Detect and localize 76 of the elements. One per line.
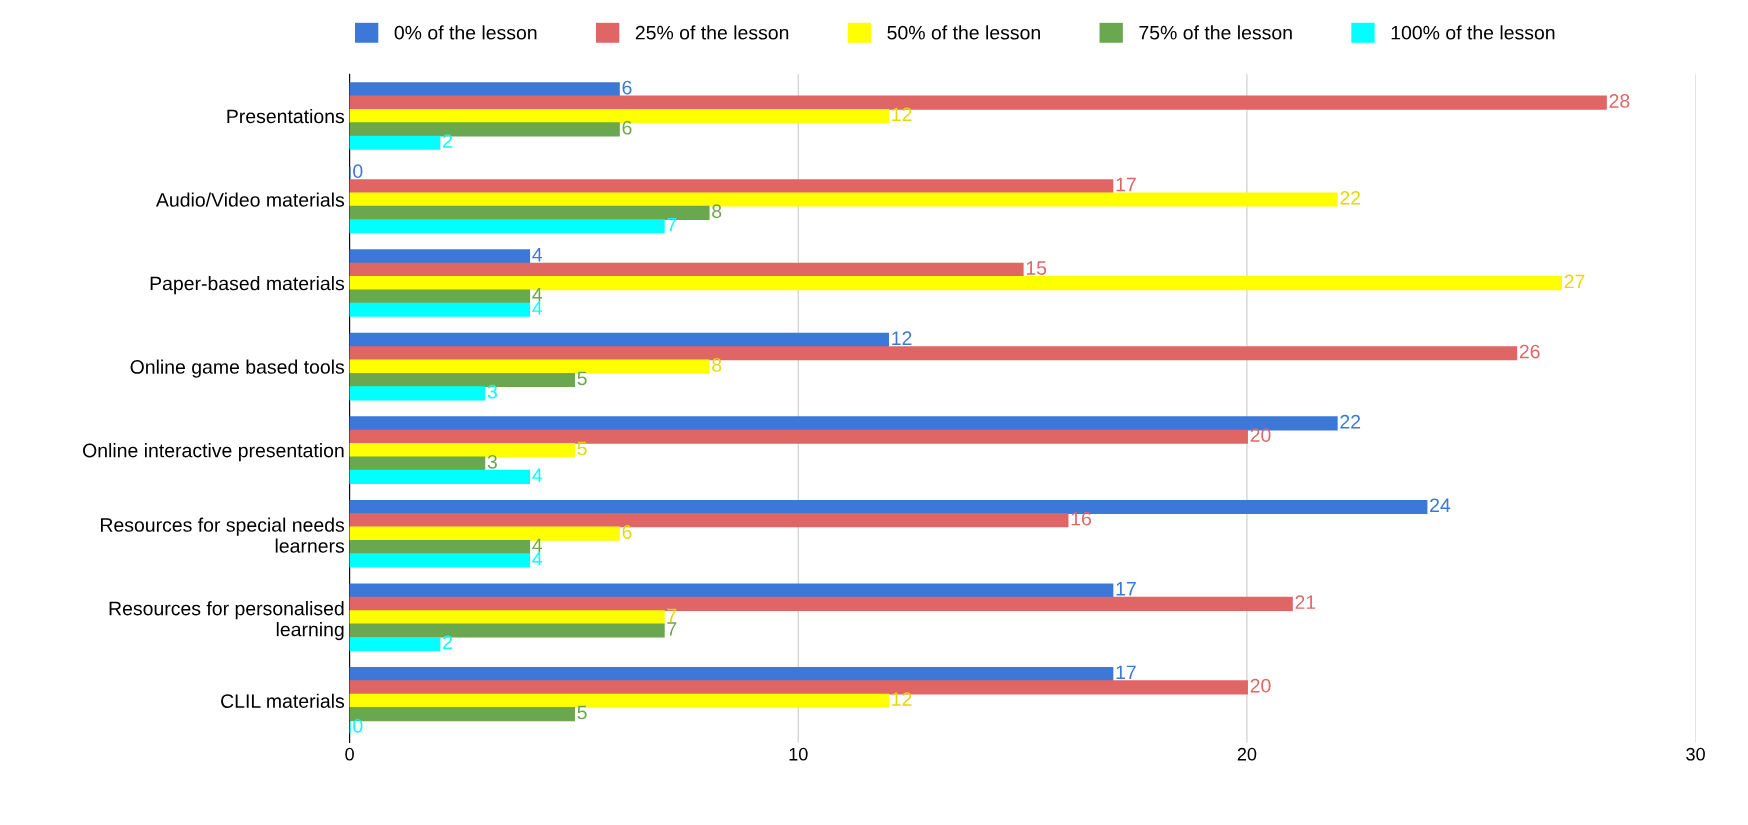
bar: [349, 289, 531, 304]
data-label: 6: [622, 120, 632, 135]
bar: [349, 553, 531, 568]
data-label: 2: [443, 635, 452, 649]
bar: [349, 302, 531, 317]
bar: [349, 219, 665, 234]
bar: [349, 583, 1114, 598]
data-label: 4: [532, 468, 543, 482]
data-label: 12: [892, 107, 912, 122]
x-tick-label: 10: [789, 747, 808, 761]
data-label: 22: [1340, 414, 1361, 429]
data-label: 16: [1071, 511, 1091, 526]
bar: [349, 469, 531, 484]
data-label: 17: [1116, 177, 1136, 192]
legend-label: 25% of the lesson: [635, 25, 789, 40]
bar: [349, 456, 486, 471]
data-label: 20: [1250, 678, 1271, 693]
y-tick-label: Resources for special needs learners: [101, 517, 345, 553]
data-label: 21: [1295, 595, 1316, 609]
y-tick-label: Paper-based materials: [150, 276, 345, 295]
data-label: 3: [487, 384, 497, 399]
data-label: 22: [1340, 191, 1361, 205]
legend-label: 50% of the lesson: [887, 25, 1040, 40]
data-label: 0: [353, 164, 363, 179]
data-label: 2: [443, 134, 452, 148]
legend-label: 75% of the lesson: [1139, 25, 1292, 40]
data-label: 6: [622, 80, 632, 95]
data-label: 17: [1116, 582, 1136, 596]
bar: [349, 179, 1114, 194]
data-label: 4: [532, 288, 543, 302]
data-label: 26: [1519, 344, 1540, 359]
data-label: 4: [532, 301, 543, 315]
legend-label: 100% of the lesson: [1391, 25, 1555, 40]
y-tick-label: CLIL materials: [221, 693, 345, 708]
data-label: 3: [487, 454, 497, 469]
data-label: 8: [712, 204, 722, 219]
bar: [349, 262, 1024, 277]
bar: [349, 610, 665, 625]
data-label: 12: [892, 692, 912, 706]
data-label: 7: [667, 608, 677, 623]
data-label: 4: [532, 552, 543, 566]
data-label: 7: [667, 217, 677, 232]
data-label: 20: [1250, 428, 1271, 442]
y-tick-label: Resources for personalised learning: [109, 601, 344, 641]
data-label: 12: [892, 331, 912, 345]
data-label: 7: [667, 622, 677, 636]
x-tick-label: 0: [345, 747, 354, 761]
data-label: 5: [577, 371, 587, 386]
bar: [349, 636, 441, 651]
data-label: 4: [532, 538, 543, 553]
bar: [349, 666, 1114, 682]
y-tick-label: Audio/Video materials: [155, 192, 345, 207]
data-label: 6: [622, 525, 632, 539]
data-label: 24: [1430, 498, 1451, 512]
bar: [349, 539, 531, 555]
bar: [349, 332, 890, 347]
data-label: 4: [532, 248, 543, 262]
x-tick-label: 20: [1237, 747, 1257, 761]
y-tick-label: Presentations: [227, 108, 345, 124]
data-label: 5: [577, 705, 587, 720]
y-tick-label: Online interactive presentation: [83, 443, 344, 462]
y-tick-label: Online game based tools: [130, 359, 345, 378]
bar: [349, 386, 486, 401]
data-label: 27: [1564, 274, 1585, 289]
bar: [349, 82, 620, 97]
data-label: 5: [577, 441, 587, 456]
data-label: 28: [1609, 94, 1630, 108]
legend-label: 0% of the lesson: [394, 25, 537, 40]
data-label: 8: [712, 358, 722, 372]
x-tick-label: 30: [1686, 747, 1705, 761]
bar: [349, 135, 441, 150]
data-label: 0: [353, 718, 363, 733]
bar: [349, 205, 710, 220]
data-label: 15: [1026, 261, 1047, 275]
data-label: 17: [1116, 665, 1136, 680]
bar: [349, 249, 531, 264]
